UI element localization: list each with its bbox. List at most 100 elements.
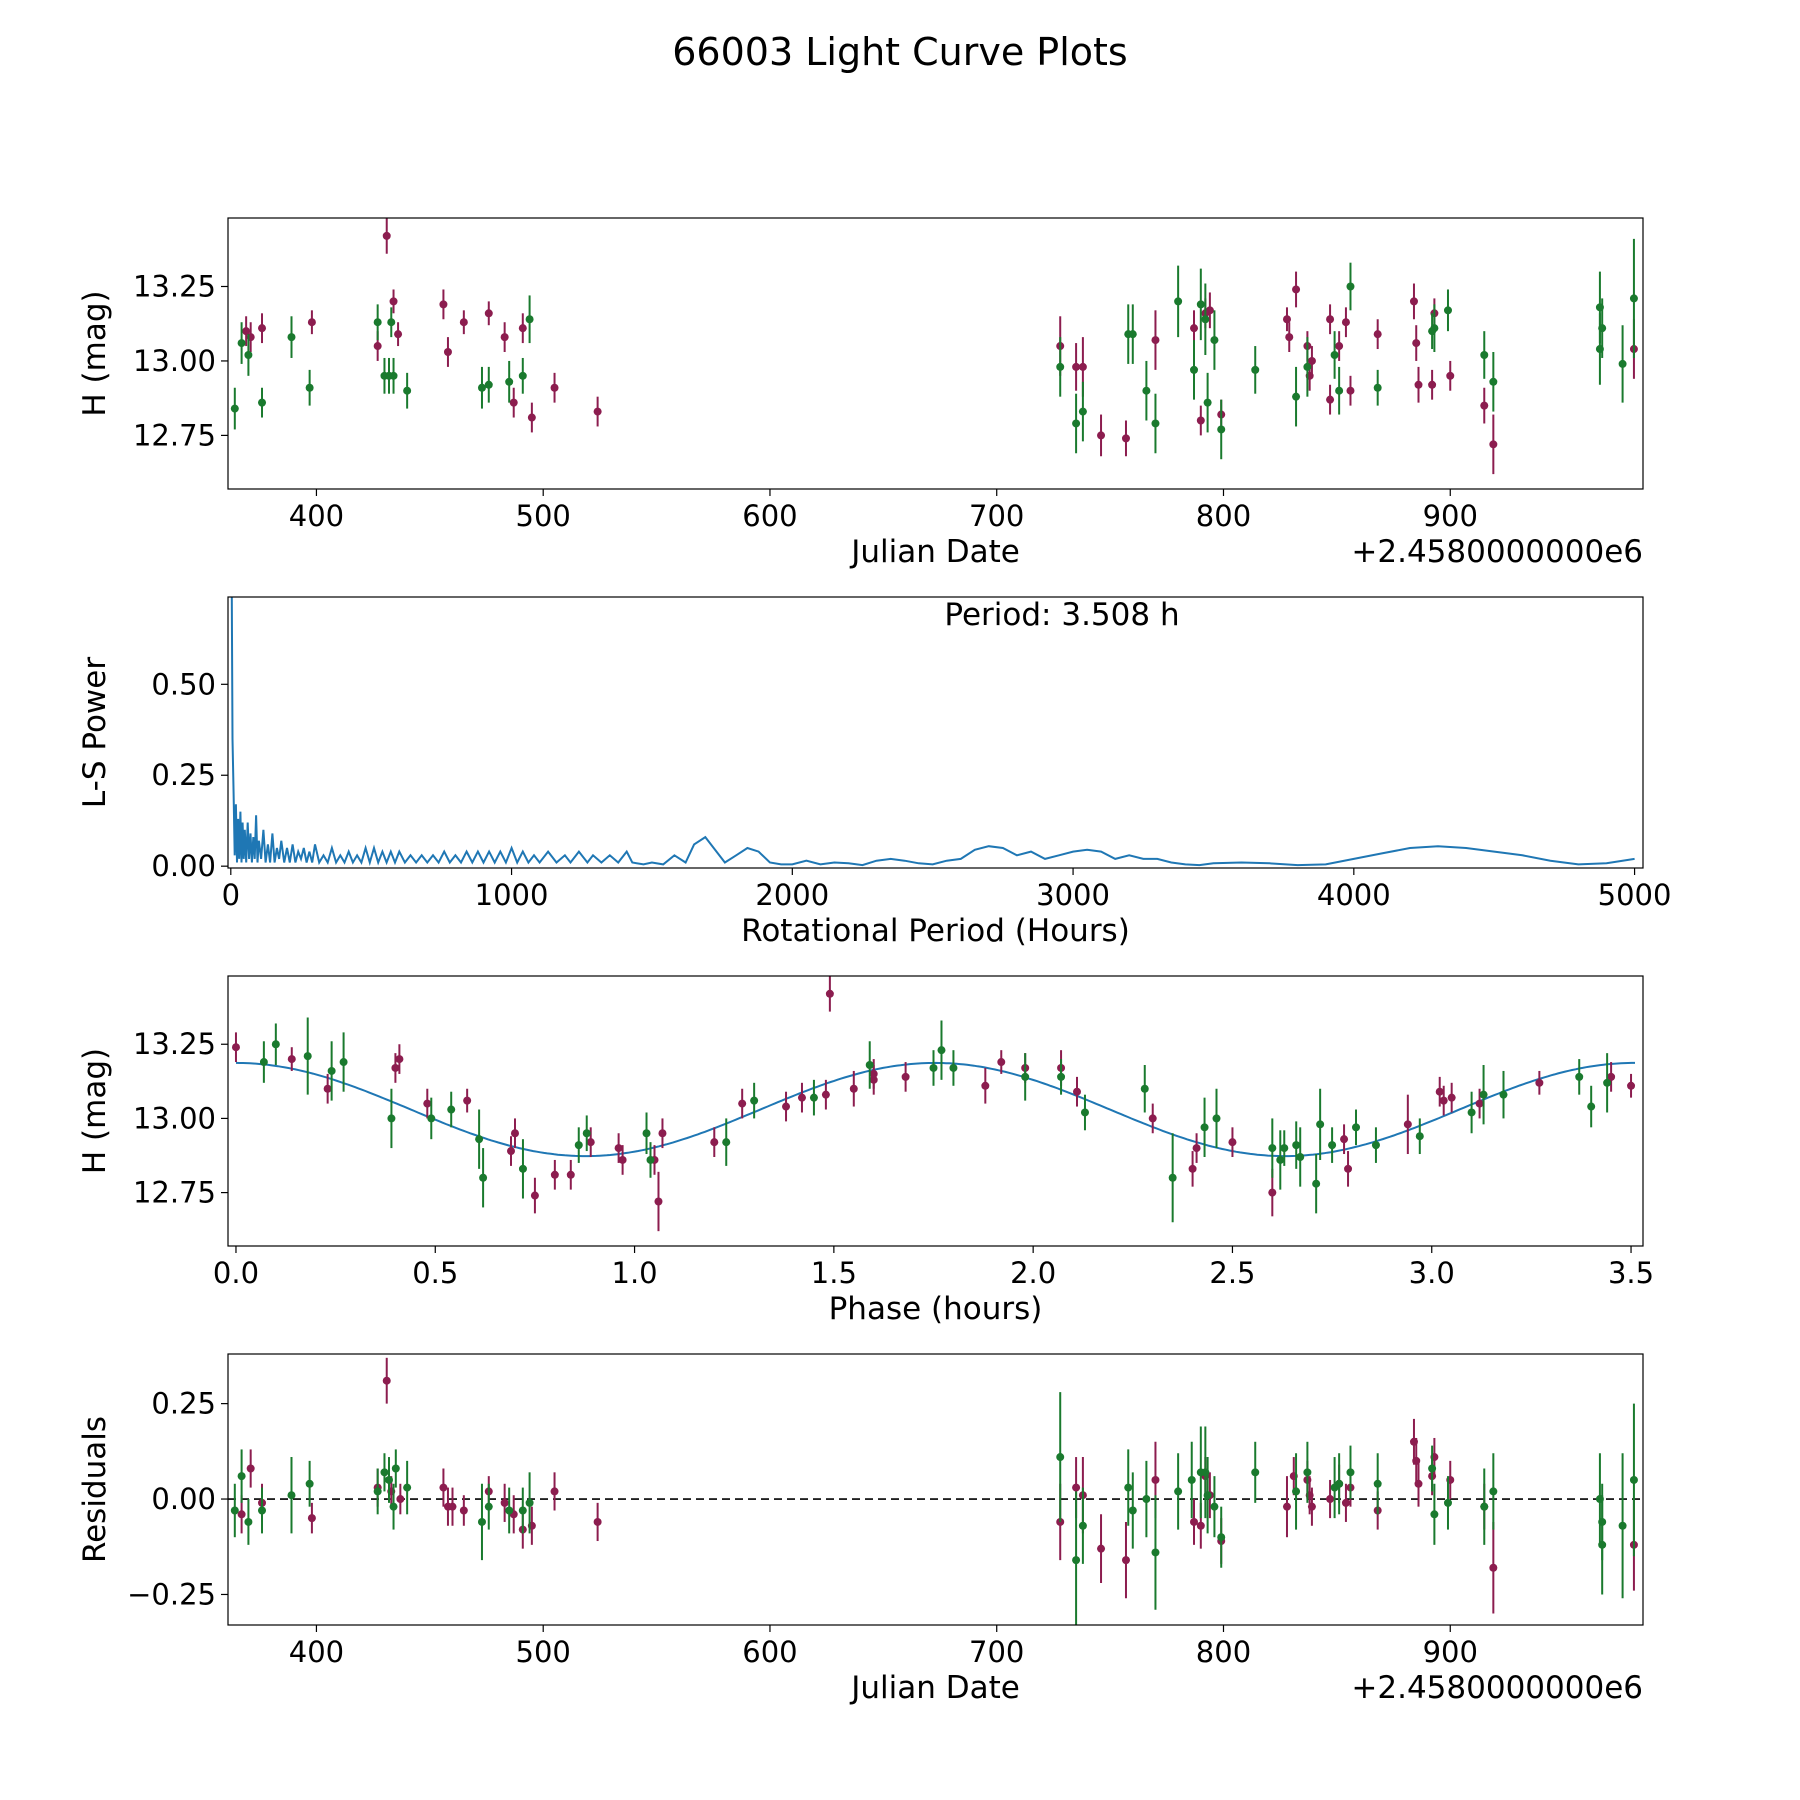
residuals-green-point: [1346, 1468, 1355, 1477]
phased-x-tick-label: 2.0: [1010, 1256, 1056, 1290]
phased-maroon-point: [1627, 1081, 1636, 1090]
lightcurve-maroon-point: [1489, 440, 1498, 449]
lightcurve-green-point: [1629, 294, 1638, 303]
lightcurve-green-point: [1203, 398, 1212, 407]
residuals-maroon-point: [1097, 1544, 1106, 1553]
lightcurve-y-tick-label: 13.00: [133, 344, 216, 378]
lightcurve-maroon-point: [1072, 362, 1081, 371]
residuals-green-point: [1443, 1498, 1452, 1507]
residuals-maroon-point: [459, 1506, 468, 1515]
phased-x-tick-label: 1.5: [811, 1256, 857, 1290]
residuals-y-tick-label: 0.25: [151, 1387, 216, 1421]
phased-maroon-point: [1148, 1114, 1157, 1123]
residuals-green-point: [391, 1464, 400, 1473]
phased-x-tick-label: 3.5: [1608, 1256, 1654, 1290]
lightcurve-x-tick-label: 400: [289, 499, 344, 533]
phased-green-point: [722, 1138, 731, 1147]
lightcurve-maroon-point: [1078, 362, 1087, 371]
phased-y-tick-label: 13.00: [133, 1101, 216, 1135]
periodogram-y-tick-label: 0.00: [151, 849, 216, 883]
residuals-x-offset-label: +2.4580000000e6: [1351, 1670, 1643, 1706]
phased-maroon-point: [1475, 1099, 1484, 1108]
lightcurve-green-point: [1128, 330, 1137, 339]
residuals-maroon-point: [1489, 1563, 1498, 1572]
residuals-maroon-point: [246, 1464, 255, 1473]
phased-y-tick-label: 12.75: [133, 1176, 216, 1210]
residuals-green-point: [1251, 1468, 1260, 1477]
residuals-green-point: [385, 1475, 394, 1484]
residuals-maroon-point: [396, 1495, 405, 1504]
residuals-series-green: [230, 1392, 1638, 1625]
residuals-maroon-point: [307, 1514, 316, 1523]
residuals-panel: 400 500 600 700 800 900 −0.25 0.00 0.25 Julian Da…: [77, 1353, 1644, 1706]
lightcurve-green-point: [373, 318, 382, 327]
lightcurve-maroon-point: [1205, 306, 1214, 315]
residuals-x-tick-label: 700: [969, 1635, 1024, 1669]
lightcurve-maroon-point: [1346, 386, 1355, 395]
residuals-green-point: [1303, 1468, 1312, 1477]
lightcurve-green-point: [244, 350, 253, 359]
phased-maroon-point: [463, 1096, 472, 1105]
lightcurve-green-point: [1292, 392, 1301, 401]
phased-maroon-point: [1073, 1087, 1081, 1096]
residuals-green-point: [1430, 1510, 1439, 1519]
lightcurve-maroon-point: [1326, 315, 1335, 324]
residuals-green-point: [237, 1472, 246, 1481]
lightcurve-maroon-point: [1151, 336, 1160, 345]
periodogram-x-tick-label: 2000: [755, 878, 829, 912]
panels: 400 500 600 700 800 900 12.75 13.00 13.25 Julian …: [77, 217, 1671, 1706]
periodogram-period-annotation: Period: 3.508 h: [944, 597, 1179, 633]
lightcurve-x-offset-label: +2.4580000000e6: [1351, 534, 1643, 570]
lightcurve-maroon-point: [373, 342, 382, 351]
residuals-green-point: [403, 1483, 412, 1492]
residuals-green-point: [1056, 1453, 1065, 1462]
residuals-green-point: [1210, 1502, 1219, 1511]
lightcurve-maroon-point: [1097, 431, 1106, 440]
lightcurve-green-point: [1151, 419, 1160, 428]
residuals-maroon-point: [439, 1483, 448, 1492]
phased-green-point: [1140, 1084, 1149, 1093]
phased-axes-frame: [227, 975, 1644, 1247]
phased-green-point: [1168, 1173, 1177, 1182]
lightcurve-green-point: [1598, 324, 1607, 333]
lightcurve-maroon-point: [1409, 297, 1418, 306]
residuals-green-point: [380, 1468, 389, 1477]
lightcurve-green-point: [1330, 350, 1339, 359]
residuals-green-point: [1124, 1483, 1133, 1492]
residuals-green-point: [477, 1517, 486, 1526]
residuals-maroon-point: [500, 1498, 509, 1507]
phased-green-point: [327, 1066, 336, 1075]
lightcurve-green-point: [305, 383, 314, 392]
lightcurve-green-point: [1480, 350, 1489, 359]
phased-y-axis-label: H (mag): [77, 1048, 113, 1174]
residuals-green-point: [1128, 1506, 1137, 1515]
lightcurve-maroon-point: [527, 413, 536, 422]
residuals-maroon-point: [448, 1502, 457, 1511]
phased-green-point: [1467, 1108, 1476, 1117]
residuals-maroon-point: [550, 1487, 559, 1496]
phased-green-point: [475, 1135, 484, 1144]
residuals-green-point: [305, 1479, 314, 1488]
lightcurve-maroon-point: [1190, 324, 1199, 333]
phased-maroon-point: [510, 1129, 519, 1138]
phased-maroon-point: [1340, 1135, 1349, 1144]
phased-green-point: [303, 1052, 312, 1061]
phased-green-point: [1280, 1144, 1289, 1153]
lightcurve-green-point: [1489, 377, 1498, 386]
lightcurve-maroon-point: [1335, 342, 1344, 351]
residuals-x-tick-label: 500: [516, 1635, 571, 1669]
lightcurve-maroon-point: [1285, 333, 1294, 342]
residuals-green-point: [1142, 1495, 1151, 1504]
phased-maroon-point: [586, 1138, 595, 1147]
phased-green-point: [1312, 1179, 1321, 1188]
phased-maroon-point: [391, 1063, 400, 1072]
lightcurve-maroon-point: [242, 327, 251, 336]
residuals-maroon-point: [593, 1517, 602, 1526]
phased-green-point: [1371, 1141, 1380, 1150]
residuals-green-point: [1078, 1521, 1087, 1530]
residuals-maroon-point: [1196, 1521, 1205, 1530]
residuals-axes-frame: [227, 1353, 1644, 1626]
lightcurve-green-point: [505, 377, 514, 386]
residuals-green-point: [1217, 1533, 1226, 1542]
lightcurve-maroon-point: [1414, 380, 1423, 389]
